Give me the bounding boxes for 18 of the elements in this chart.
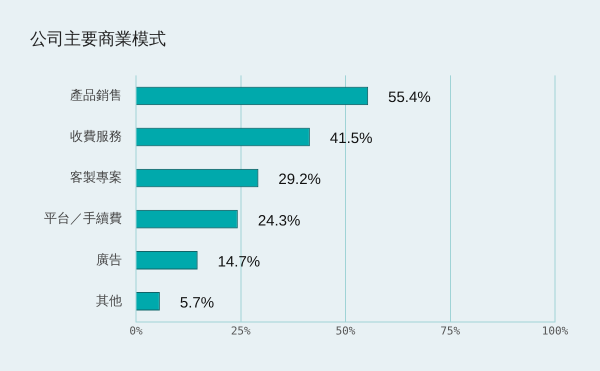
chart-title: 公司主要商業模式: [30, 30, 166, 49]
x-tick-label: 50%: [336, 324, 356, 338]
y-tick-label: 客製專案: [70, 170, 122, 185]
data-label: 29.2%: [278, 171, 321, 188]
y-tick-label: 其他: [96, 292, 122, 308]
x-tick-label: 75%: [440, 324, 461, 338]
data-label: 14.7%: [218, 253, 260, 270]
data-label: 41.5%: [330, 130, 372, 148]
y-tick-label: 收費服務: [70, 128, 122, 144]
x-tick-label: 100%: [542, 324, 569, 338]
x-tick-label: 25%: [230, 324, 252, 338]
y-tick-label: 產品銷售: [70, 88, 122, 103]
y-tick-label: 廣告: [96, 252, 122, 267]
y-tick-label: 平台／手續費: [44, 210, 122, 226]
data-label: 5.7%: [180, 294, 214, 312]
data-label: 55.4%: [388, 89, 431, 106]
data-label: 24.3%: [258, 212, 300, 230]
x-tick-label: 0%: [129, 324, 143, 338]
